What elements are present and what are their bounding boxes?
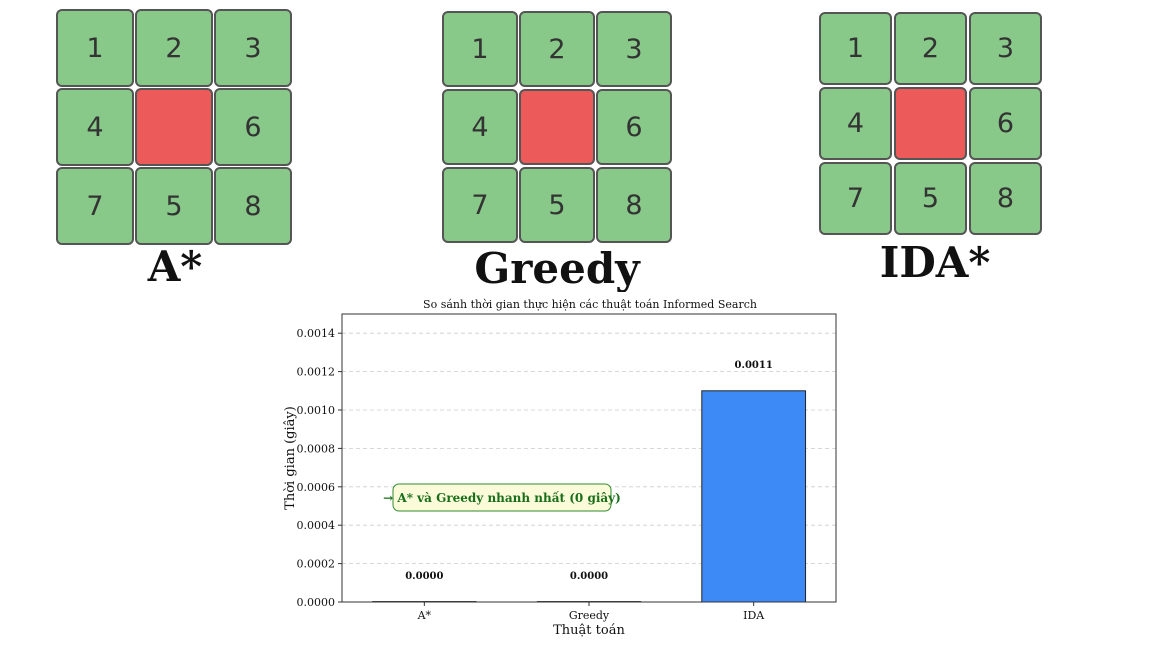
y-axis-ticks: 0.0000 0.0002 0.0004 0.0006 0.0008 0.0010 0.00… [297, 327, 342, 609]
tile-8: 8 [214, 167, 292, 245]
y-tick-label: 0.0000 [297, 596, 336, 609]
tile-6: 6 [969, 87, 1042, 160]
y-tick-label: 0.0002 [297, 558, 336, 571]
y-tick-label: 0.0012 [297, 366, 336, 379]
annotation-box: → A* và Greedy nhanh nhất (0 giây) [383, 483, 621, 512]
blank-tile [519, 89, 595, 165]
y-tick-label: 0.0004 [297, 519, 336, 532]
time-comparison-chart: So sánh thời gian thực hiện các thuật to… [272, 292, 864, 644]
blank-tile [894, 87, 967, 160]
x-tick-label: IDA [743, 609, 765, 622]
tile-5: 5 [894, 162, 967, 235]
tile-4: 4 [442, 89, 518, 165]
tile-1: 1 [56, 9, 134, 87]
algorithm-label-astar: A* [147, 242, 203, 291]
tile-5: 5 [135, 167, 213, 245]
tile-1: 1 [442, 11, 518, 87]
puzzle-board-greedy: 1 2 3 4 6 7 5 8 [438, 7, 676, 247]
tile-4: 4 [819, 87, 892, 160]
x-axis-label: Thuật toán [553, 623, 625, 638]
x-tick-label: Greedy [569, 609, 610, 622]
tile-6: 6 [214, 88, 292, 166]
tile-8: 8 [969, 162, 1042, 235]
tile-8: 8 [596, 167, 672, 243]
bar-value-label: 0.0000 [570, 571, 608, 582]
chart-title: So sánh thời gian thực hiện các thuật to… [423, 298, 757, 311]
bar-value-label: 0.0011 [735, 360, 773, 371]
tile-3: 3 [969, 12, 1042, 85]
puzzle-board-astar: 1 2 3 4 6 7 5 8 [52, 5, 296, 247]
bar-ida [701, 390, 807, 603]
bar-value-label: 0.0000 [405, 571, 443, 582]
x-tick-label: A* [417, 609, 432, 622]
annotation-text: → A* và Greedy nhanh nhất (0 giây) [383, 490, 621, 505]
tile-7: 7 [56, 167, 134, 245]
value-labels: 0.0000 0.0000 0.0011 [405, 360, 773, 582]
tile-4: 4 [56, 88, 134, 166]
tile-3: 3 [596, 11, 672, 87]
y-tick-label: 0.0010 [297, 404, 336, 417]
bar-series [372, 390, 807, 603]
tile-2: 2 [894, 12, 967, 85]
algorithm-label-greedy: Greedy [474, 244, 640, 293]
y-axis-label: Thời gian (giây) [283, 406, 298, 510]
y-tick-label: 0.0008 [297, 442, 336, 455]
blank-tile [135, 88, 213, 166]
tile-1: 1 [819, 12, 892, 85]
y-tick-label: 0.0014 [297, 327, 336, 340]
x-axis-ticks: A* Greedy IDA [417, 602, 765, 622]
tile-2: 2 [519, 11, 595, 87]
algorithm-label-idastar: IDA* [879, 238, 991, 287]
tile-3: 3 [214, 9, 292, 87]
tile-5: 5 [519, 167, 595, 243]
tile-7: 7 [819, 162, 892, 235]
tile-2: 2 [135, 9, 213, 87]
y-tick-label: 0.0006 [297, 481, 336, 494]
puzzle-board-idastar: 1 2 3 4 6 7 5 8 [815, 8, 1047, 238]
tile-6: 6 [596, 89, 672, 165]
tile-7: 7 [442, 167, 518, 243]
